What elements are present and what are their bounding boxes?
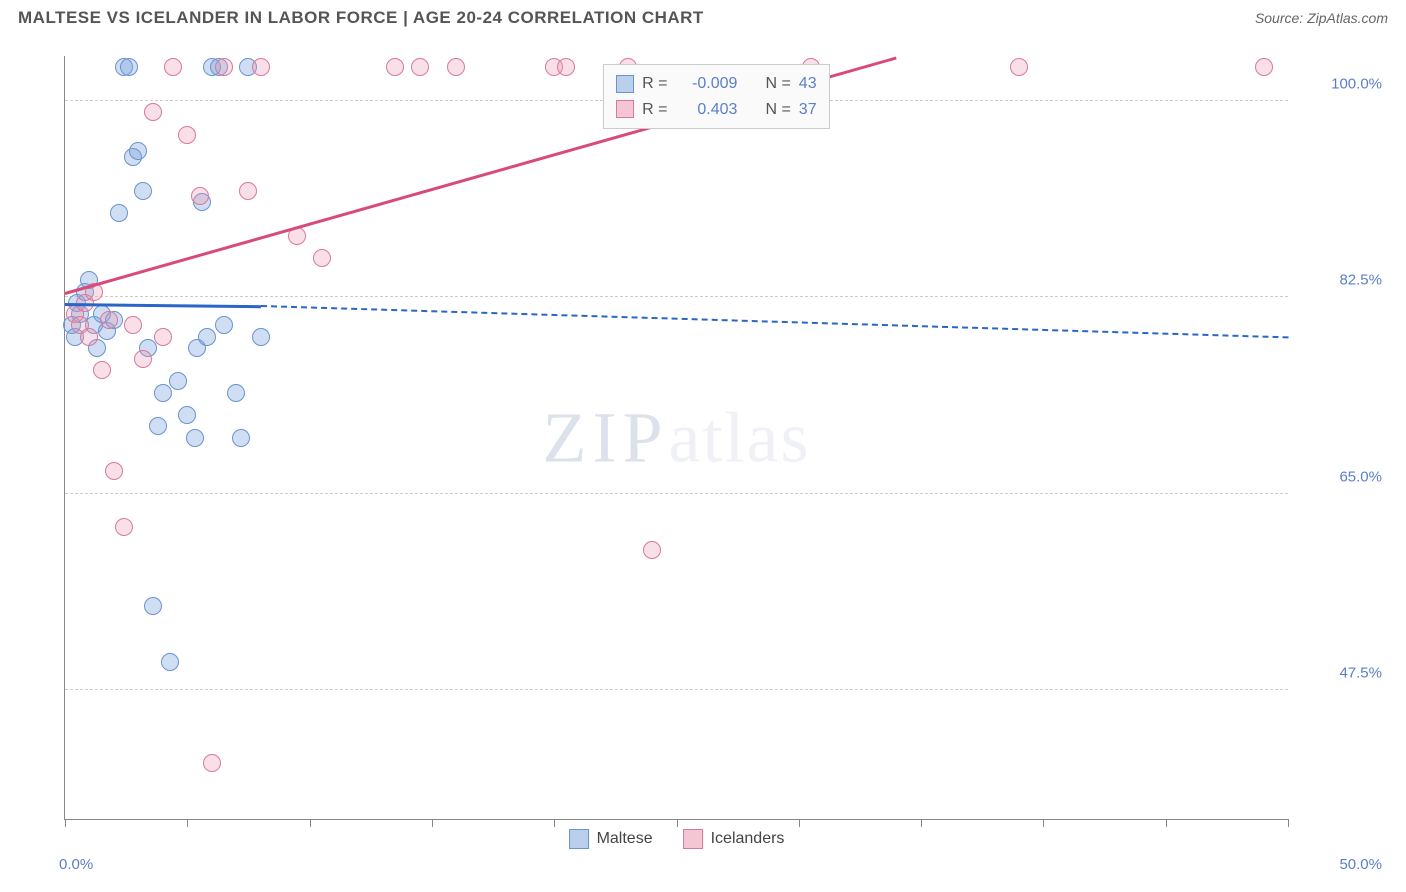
- x-tick: [310, 819, 311, 827]
- gridline: [65, 493, 1288, 494]
- data-point: [100, 311, 118, 329]
- data-point: [643, 541, 661, 559]
- y-tick-label: 65.0%: [1339, 468, 1382, 485]
- plot-area: ZIPatlas 100.0%82.5%65.0%47.5%0.0%50.0%R…: [64, 56, 1288, 820]
- x-tick: [65, 819, 66, 827]
- x-tick: [554, 819, 555, 827]
- data-point: [120, 58, 138, 76]
- data-point: [203, 754, 221, 772]
- data-point: [232, 429, 250, 447]
- data-point: [313, 249, 331, 267]
- legend-swatch: [616, 100, 634, 118]
- data-point: [129, 142, 147, 160]
- data-point: [1255, 58, 1273, 76]
- data-point: [252, 58, 270, 76]
- data-point: [80, 328, 98, 346]
- data-point: [215, 316, 233, 334]
- x-tick: [1043, 819, 1044, 827]
- x-tick: [187, 819, 188, 827]
- data-point: [169, 372, 187, 390]
- data-point: [252, 328, 270, 346]
- data-point: [134, 182, 152, 200]
- y-tick-label: 47.5%: [1339, 664, 1382, 681]
- data-point: [178, 126, 196, 144]
- data-point: [105, 462, 123, 480]
- chart-container: In Labor Force | Age 20-24 ZIPatlas 100.…: [18, 42, 1388, 850]
- legend-swatch: [616, 75, 634, 93]
- trend-line: [261, 305, 1288, 338]
- x-tick: [799, 819, 800, 827]
- data-point: [115, 518, 133, 536]
- watermark: ZIPatlas: [543, 396, 811, 479]
- data-point: [149, 417, 167, 435]
- series-legend: Maltese Icelanders: [569, 829, 785, 849]
- data-point: [447, 58, 465, 76]
- data-point: [411, 58, 429, 76]
- data-point: [144, 597, 162, 615]
- data-point: [161, 653, 179, 671]
- data-point: [178, 406, 196, 424]
- y-tick-label: 100.0%: [1331, 75, 1382, 92]
- data-point: [124, 316, 142, 334]
- x-tick: [1166, 819, 1167, 827]
- x-tick: [1288, 819, 1289, 827]
- data-point: [191, 187, 209, 205]
- data-point: [154, 328, 172, 346]
- data-point: [93, 361, 111, 379]
- legend-row: R =0.403N = 37: [616, 97, 816, 123]
- gridline: [65, 689, 1288, 690]
- x-tick-label: 50.0%: [1339, 856, 1382, 873]
- data-point: [186, 429, 204, 447]
- data-point: [215, 58, 233, 76]
- chart-title: MALTESE VS ICELANDER IN LABOR FORCE | AG…: [18, 8, 704, 28]
- y-tick-label: 82.5%: [1339, 272, 1382, 289]
- x-tick: [677, 819, 678, 827]
- x-tick: [921, 819, 922, 827]
- correlation-legend: R =-0.009N = 43R =0.403N = 37: [603, 64, 829, 129]
- data-point: [164, 58, 182, 76]
- data-point: [557, 58, 575, 76]
- chart-source: Source: ZipAtlas.com: [1255, 10, 1388, 26]
- data-point: [1010, 58, 1028, 76]
- data-point: [198, 328, 216, 346]
- data-point: [227, 384, 245, 402]
- data-point: [134, 350, 152, 368]
- gridline: [65, 296, 1288, 297]
- chart-header: MALTESE VS ICELANDER IN LABOR FORCE | AG…: [0, 0, 1406, 34]
- legend-label: Icelanders: [711, 830, 785, 848]
- legend-swatch: [569, 829, 589, 849]
- x-tick: [432, 819, 433, 827]
- data-point: [239, 182, 257, 200]
- legend-swatch: [683, 829, 703, 849]
- data-point: [110, 204, 128, 222]
- legend-item: Maltese: [569, 829, 653, 849]
- legend-row: R =-0.009N = 43: [616, 71, 816, 97]
- data-point: [144, 103, 162, 121]
- data-point: [386, 58, 404, 76]
- legend-label: Maltese: [597, 830, 653, 848]
- x-tick-label: 0.0%: [59, 856, 93, 873]
- legend-item: Icelanders: [683, 829, 785, 849]
